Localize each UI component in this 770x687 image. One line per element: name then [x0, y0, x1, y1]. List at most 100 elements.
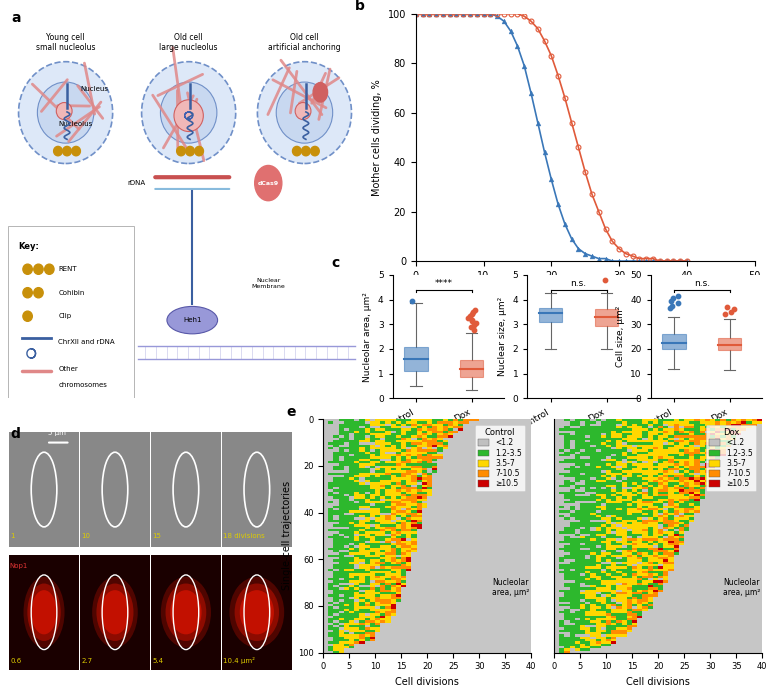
Circle shape	[176, 146, 186, 156]
Text: 10: 10	[82, 533, 91, 539]
Bar	[9, 555, 79, 670]
Point	[666, 300, 678, 311]
Point	[671, 291, 684, 302]
Circle shape	[38, 82, 94, 143]
Text: Heh1: Heh1	[183, 317, 202, 323]
Circle shape	[160, 82, 217, 143]
Text: n.s.: n.s.	[694, 280, 710, 289]
Text: chromosomes: chromosomes	[59, 382, 107, 387]
Text: Other: Other	[59, 366, 78, 372]
Ellipse shape	[96, 583, 133, 641]
Circle shape	[23, 264, 32, 274]
Ellipse shape	[170, 590, 202, 634]
Circle shape	[302, 146, 310, 156]
Text: 0.6: 0.6	[11, 658, 22, 664]
Circle shape	[45, 264, 54, 274]
Text: 18 divisions: 18 divisions	[223, 533, 265, 539]
Bar	[539, 308, 562, 322]
Ellipse shape	[28, 583, 61, 641]
Ellipse shape	[235, 583, 279, 641]
Point	[468, 324, 480, 335]
X-axis label: Cell divisions, n: Cell divisions, n	[547, 286, 624, 296]
Point	[664, 303, 676, 314]
Circle shape	[310, 146, 320, 156]
Text: Nop1: Nop1	[9, 563, 28, 569]
Bar	[9, 432, 79, 547]
Circle shape	[186, 146, 194, 156]
Text: d: d	[11, 427, 21, 441]
Ellipse shape	[255, 166, 282, 201]
Text: RENT: RENT	[59, 267, 77, 272]
Text: ****: ****	[435, 280, 453, 289]
Ellipse shape	[161, 577, 211, 648]
Circle shape	[293, 146, 301, 156]
Point	[470, 317, 482, 328]
Point	[599, 275, 611, 286]
Point	[465, 322, 477, 333]
Circle shape	[295, 102, 311, 120]
Text: rDNA: rDNA	[127, 180, 146, 186]
Bar	[595, 309, 618, 326]
Point	[728, 304, 740, 315]
Text: Old cell
artificial anchoring: Old cell artificial anchoring	[268, 32, 341, 52]
Ellipse shape	[101, 590, 129, 634]
Circle shape	[23, 288, 32, 298]
Circle shape	[72, 146, 80, 156]
Circle shape	[142, 62, 236, 164]
Ellipse shape	[32, 590, 57, 634]
Bar	[222, 555, 292, 670]
Legend: <1.2, 1.2-3.5, 3.5-7, 7-10.5, ≥10.5: <1.2, 1.2-3.5, 3.5-7, 7-10.5, ≥10.5	[706, 425, 756, 491]
X-axis label: Cell divisions: Cell divisions	[396, 677, 459, 687]
Y-axis label: Mother cells dividing, %: Mother cells dividing, %	[372, 79, 382, 196]
Text: 5 μm: 5 μm	[48, 431, 65, 436]
Bar	[404, 346, 427, 371]
Point	[466, 309, 478, 320]
Point	[467, 307, 480, 318]
Text: Cohibin: Cohibin	[59, 290, 85, 295]
Circle shape	[34, 264, 43, 274]
Bar	[662, 334, 685, 349]
Text: Nucleus: Nucleus	[80, 86, 108, 92]
X-axis label: Cell divisions: Cell divisions	[627, 677, 690, 687]
Bar	[718, 338, 742, 350]
Text: 1: 1	[11, 533, 15, 539]
Text: Nuclear
Membrane: Nuclear Membrane	[251, 278, 285, 289]
Bar	[151, 432, 221, 547]
Text: b: b	[355, 0, 365, 13]
Point	[464, 311, 476, 322]
Point	[467, 319, 480, 330]
Ellipse shape	[229, 577, 284, 648]
Point	[665, 295, 678, 306]
Text: 2.7: 2.7	[82, 658, 92, 664]
Circle shape	[56, 102, 72, 120]
Point	[725, 306, 737, 317]
Text: e: e	[286, 405, 296, 419]
Point	[671, 297, 684, 308]
Point	[466, 315, 478, 326]
Circle shape	[54, 146, 62, 156]
Text: Nucleolus: Nucleolus	[59, 122, 92, 127]
Bar	[80, 432, 150, 547]
Point	[719, 309, 732, 320]
Y-axis label: Cell size, μm²: Cell size, μm²	[615, 306, 624, 368]
Ellipse shape	[167, 306, 218, 334]
Circle shape	[195, 146, 203, 156]
Circle shape	[34, 288, 43, 298]
Text: Old cell
large nucleolus: Old cell large nucleolus	[159, 32, 218, 52]
Circle shape	[174, 100, 203, 131]
Text: Nucleolar
area, μm²: Nucleolar area, μm²	[723, 578, 760, 597]
Ellipse shape	[166, 583, 206, 641]
Bar	[151, 555, 221, 670]
Text: Young cell
small nucleolus: Young cell small nucleolus	[36, 32, 95, 52]
Point	[721, 302, 733, 313]
FancyBboxPatch shape	[8, 226, 135, 398]
Circle shape	[23, 311, 32, 322]
Ellipse shape	[313, 82, 327, 102]
Text: dCas9: dCas9	[258, 181, 279, 185]
Point	[406, 295, 418, 306]
Text: Clip: Clip	[59, 313, 72, 319]
Bar	[80, 555, 150, 670]
Text: 15: 15	[152, 533, 161, 539]
Point	[462, 313, 474, 324]
Text: n.s.: n.s.	[571, 280, 587, 289]
